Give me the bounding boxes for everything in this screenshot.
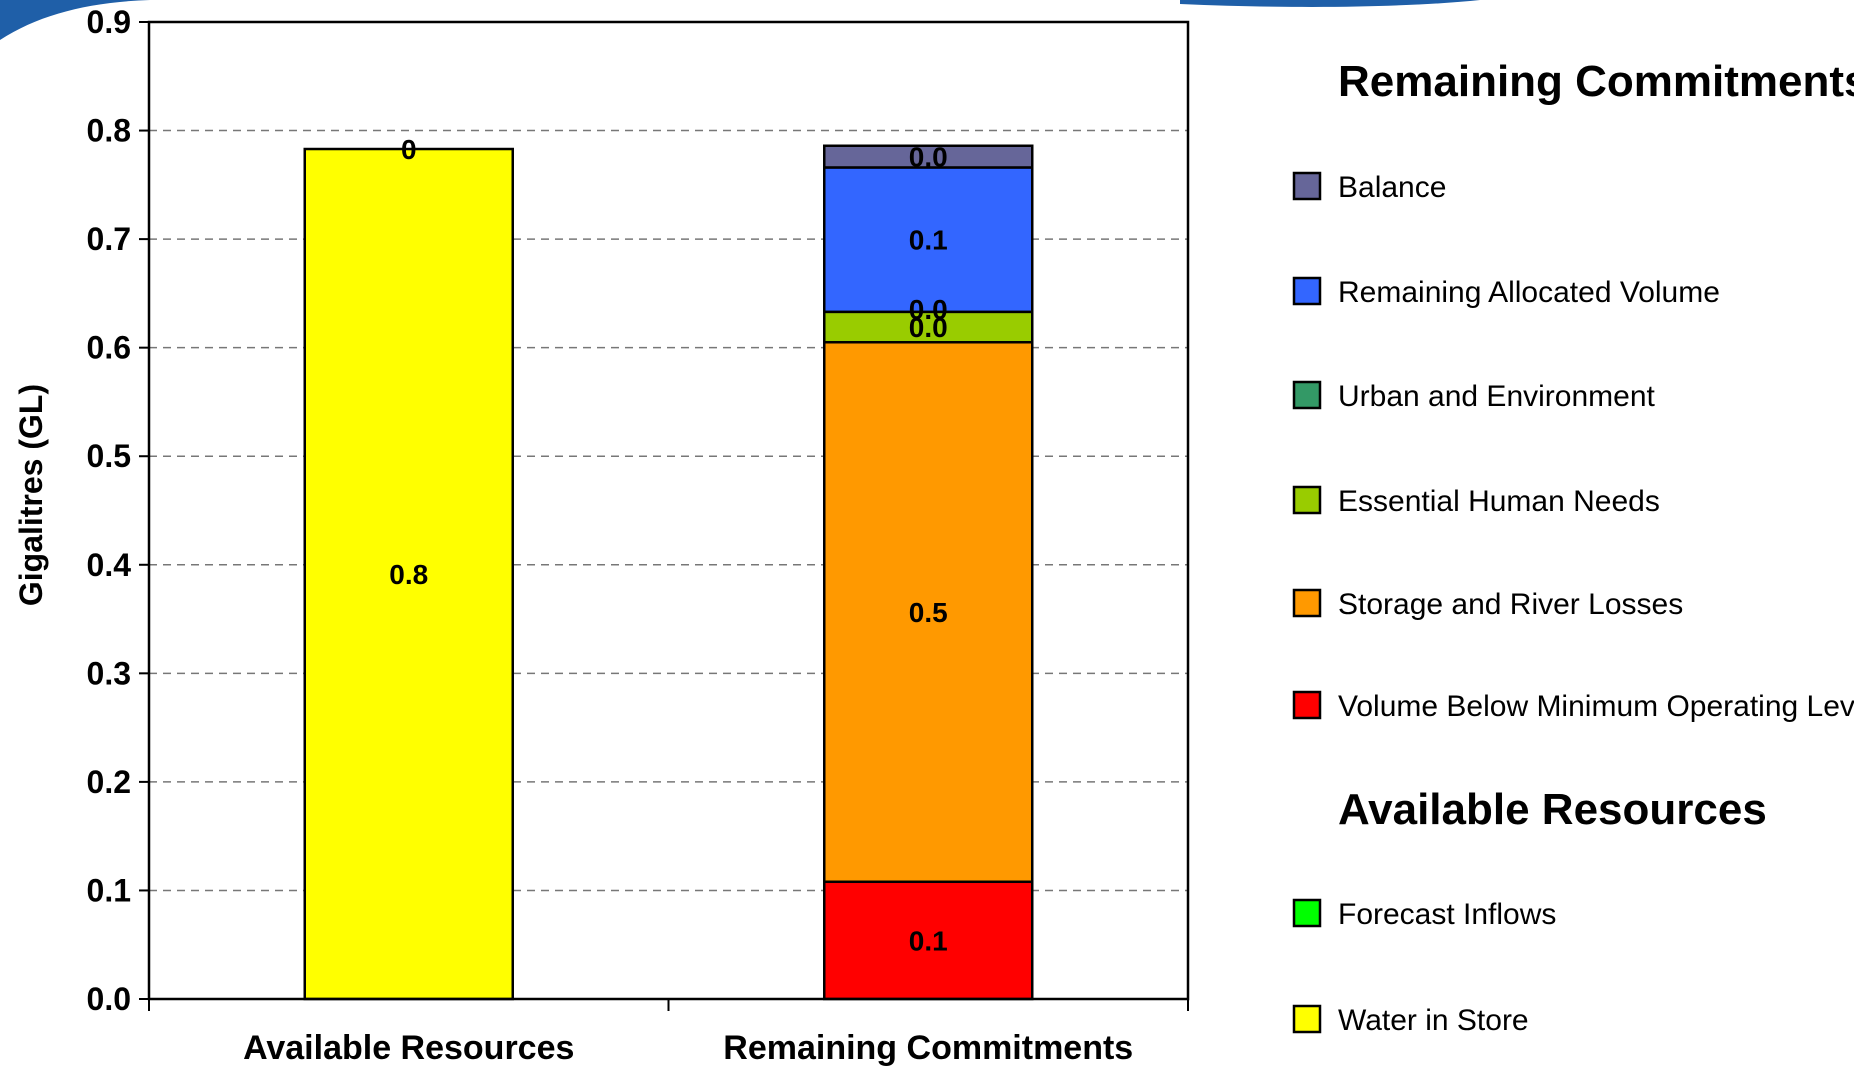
legend-item-label: Volume Below Minimum Operating Level [1338, 690, 1854, 723]
bar-data-label: 0 [401, 134, 417, 165]
bar-segment [303, 147, 514, 1001]
bar-data-label: 0.0 [909, 294, 948, 325]
data-labels: 0.800.10.50.00.00.10.0 [389, 134, 947, 956]
y-tick-label: 0.0 [87, 981, 131, 1017]
bar-segment [823, 310, 1034, 344]
y-tick-label: 0.7 [87, 221, 131, 257]
bar-data-label: 0.0 [909, 312, 948, 343]
legend-item-label: Remaining Allocated Volume [1338, 276, 1720, 309]
legend-swatch [1292, 276, 1322, 306]
bar-data-label: 0.8 [389, 559, 428, 590]
legend-item-label: Water in Store [1338, 1004, 1529, 1037]
y-tick-label: 0.6 [87, 330, 131, 366]
legend-swatch [1292, 690, 1322, 720]
legend-item-label: Forecast Inflows [1338, 898, 1556, 931]
legend-item-label: Essential Human Needs [1338, 485, 1660, 518]
bar-data-label: 0.1 [909, 925, 948, 956]
y-tick-label: 0.1 [87, 872, 131, 908]
legend-item-label: Storage and River Losses [1338, 588, 1683, 621]
legend: Remaining Commitments Balance Remaining Al… [1292, 57, 1854, 1037]
axes: 0.0 0.1 0.2 0.3 0.4 0.5 0.6 0.7 0.8 0.9 Available … [87, 4, 1190, 1067]
x-category-label: Available Resources [243, 1029, 574, 1067]
bars [303, 144, 1034, 1001]
header-swoosh [0, 0, 1480, 40]
x-category-label: Remaining Commitments [723, 1029, 1133, 1067]
legend-heading: Available Resources [1338, 785, 1767, 834]
y-tick-label: 0.4 [87, 547, 132, 583]
bar-data-label: 0.1 [909, 225, 948, 256]
legend-swatch [1292, 898, 1322, 928]
bar-segment [823, 166, 1034, 314]
bar-segment [823, 144, 1034, 169]
y-tick-label: 0.8 [87, 113, 131, 149]
y-tick-label: 0.9 [87, 4, 131, 40]
legend-swatch [1292, 1004, 1322, 1034]
bar-segment [823, 340, 1034, 884]
y-tick-label: 0.3 [87, 655, 131, 691]
y-tick-label: 0.5 [87, 438, 131, 474]
y-tick-label: 0.2 [87, 764, 131, 800]
bar-data-label: 0.5 [909, 597, 948, 628]
legend-swatch [1292, 380, 1322, 410]
legend-swatch [1292, 171, 1322, 201]
y-axis-title: Gigalitres (GL) [13, 384, 49, 606]
legend-item-label: Urban and Environment [1338, 380, 1656, 413]
legend-heading: Remaining Commitments [1338, 57, 1854, 106]
legend-swatch [1292, 485, 1322, 515]
legend-swatch [1292, 588, 1322, 618]
bar-data-label: 0.0 [909, 142, 948, 173]
plot-frame [147, 20, 1190, 1001]
legend-item-label: Balance [1338, 171, 1446, 204]
